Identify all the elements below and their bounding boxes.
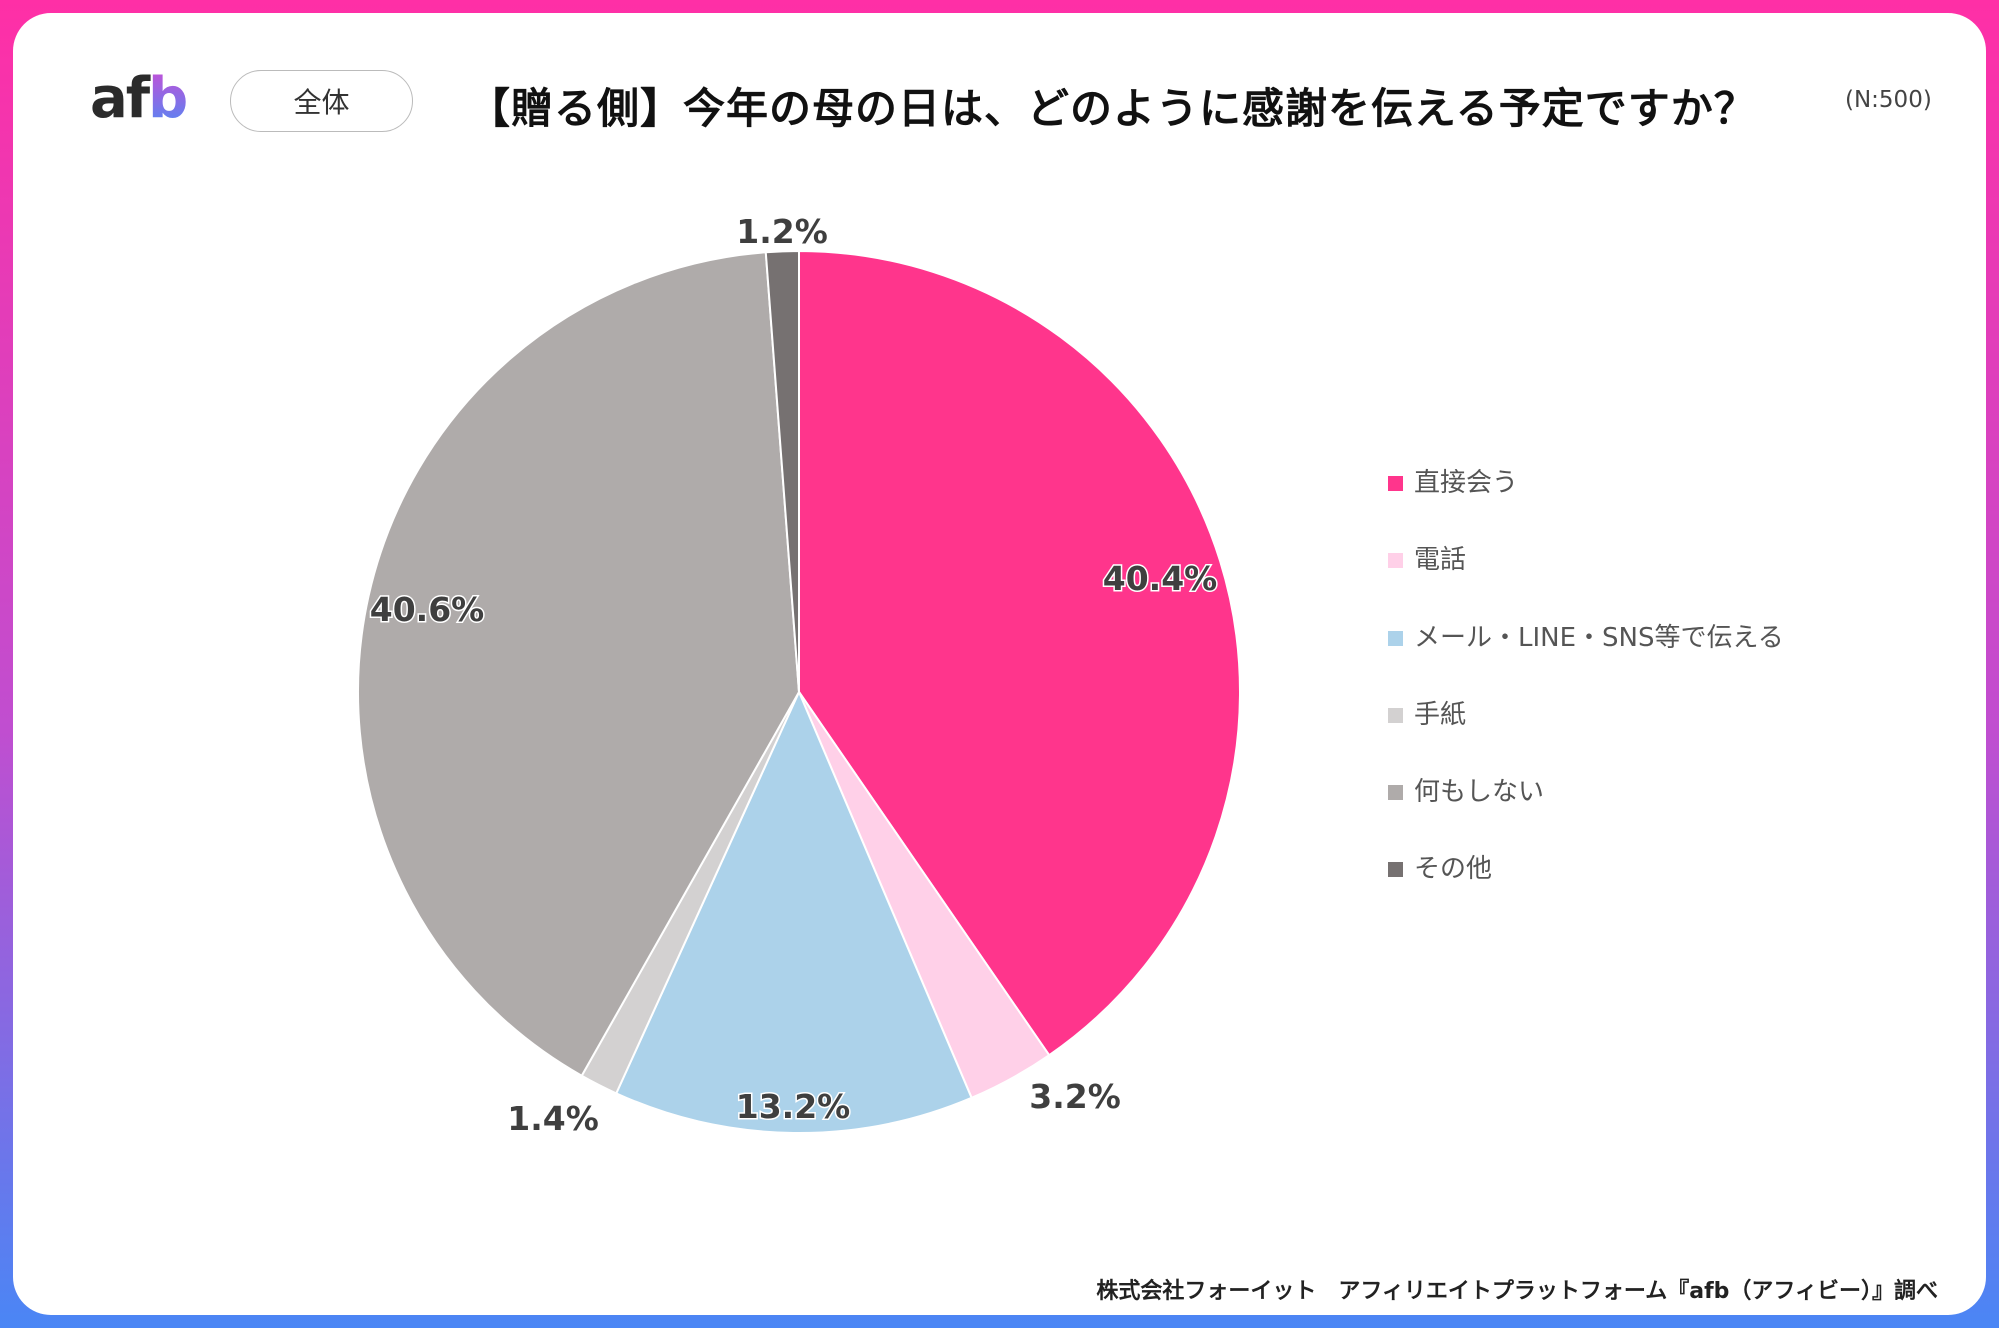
data-label: 1.4% <box>507 1099 599 1138</box>
legend-label: メール・LINE・SNS等で伝える <box>1414 622 1784 653</box>
legend-swatch <box>1388 707 1403 723</box>
legend-swatch <box>1388 630 1403 646</box>
legend-label: 電話 <box>1414 545 1467 576</box>
source-note: 株式会社フォーイット アフィリエイトプラットフォーム『afb（アフィビー）』調べ <box>1096 1279 1938 1304</box>
segment-badge: 全体 <box>230 70 413 132</box>
legend-label: 何もしない <box>1414 777 1545 808</box>
legend-item: 何もしない <box>1388 775 1784 852</box>
data-label: 1.2% <box>736 212 828 251</box>
pie-slice-6 <box>764 249 800 693</box>
chart-card: afb 全体 【贈る側】今年の母の日は、どのように感謝を伝える予定ですか？ (N… <box>13 13 1986 1315</box>
legend-item: 手紙 <box>1388 698 1784 775</box>
afb-logo: afb <box>90 66 188 131</box>
pie-slice-5 <box>357 251 801 1078</box>
legend-item: メール・LINE・SNS等で伝える <box>1388 621 1784 698</box>
data-label: 13.2% <box>736 1087 851 1126</box>
legend-item: 電話 <box>1388 543 1784 620</box>
data-label: 40.6% <box>370 590 485 629</box>
chart-title: 【贈る側】今年の母の日は、どのように感謝を伝える予定ですか？ <box>468 84 1757 133</box>
legend-swatch <box>1388 862 1403 878</box>
data-label: 40.4% <box>1103 559 1218 598</box>
legend-item: 直接会う <box>1388 466 1784 543</box>
data-label: 3.2% <box>1029 1077 1121 1116</box>
legend: 直接会う電話メール・LINE・SNS等で伝える 手紙何もしないその他 <box>1388 466 1784 930</box>
pie-slice-3 <box>614 689 973 1134</box>
legend-label: その他 <box>1414 854 1493 885</box>
legend-swatch <box>1388 476 1403 491</box>
legend-swatch <box>1388 553 1403 569</box>
sample-size: (N:500) <box>1845 87 1932 113</box>
legend-swatch <box>1388 785 1403 801</box>
legend-label: 手紙 <box>1414 699 1467 730</box>
legend-item: その他 <box>1388 852 1784 929</box>
pie-slice-1 <box>798 249 1241 1057</box>
legend-label: 直接会う <box>1414 468 1519 498</box>
